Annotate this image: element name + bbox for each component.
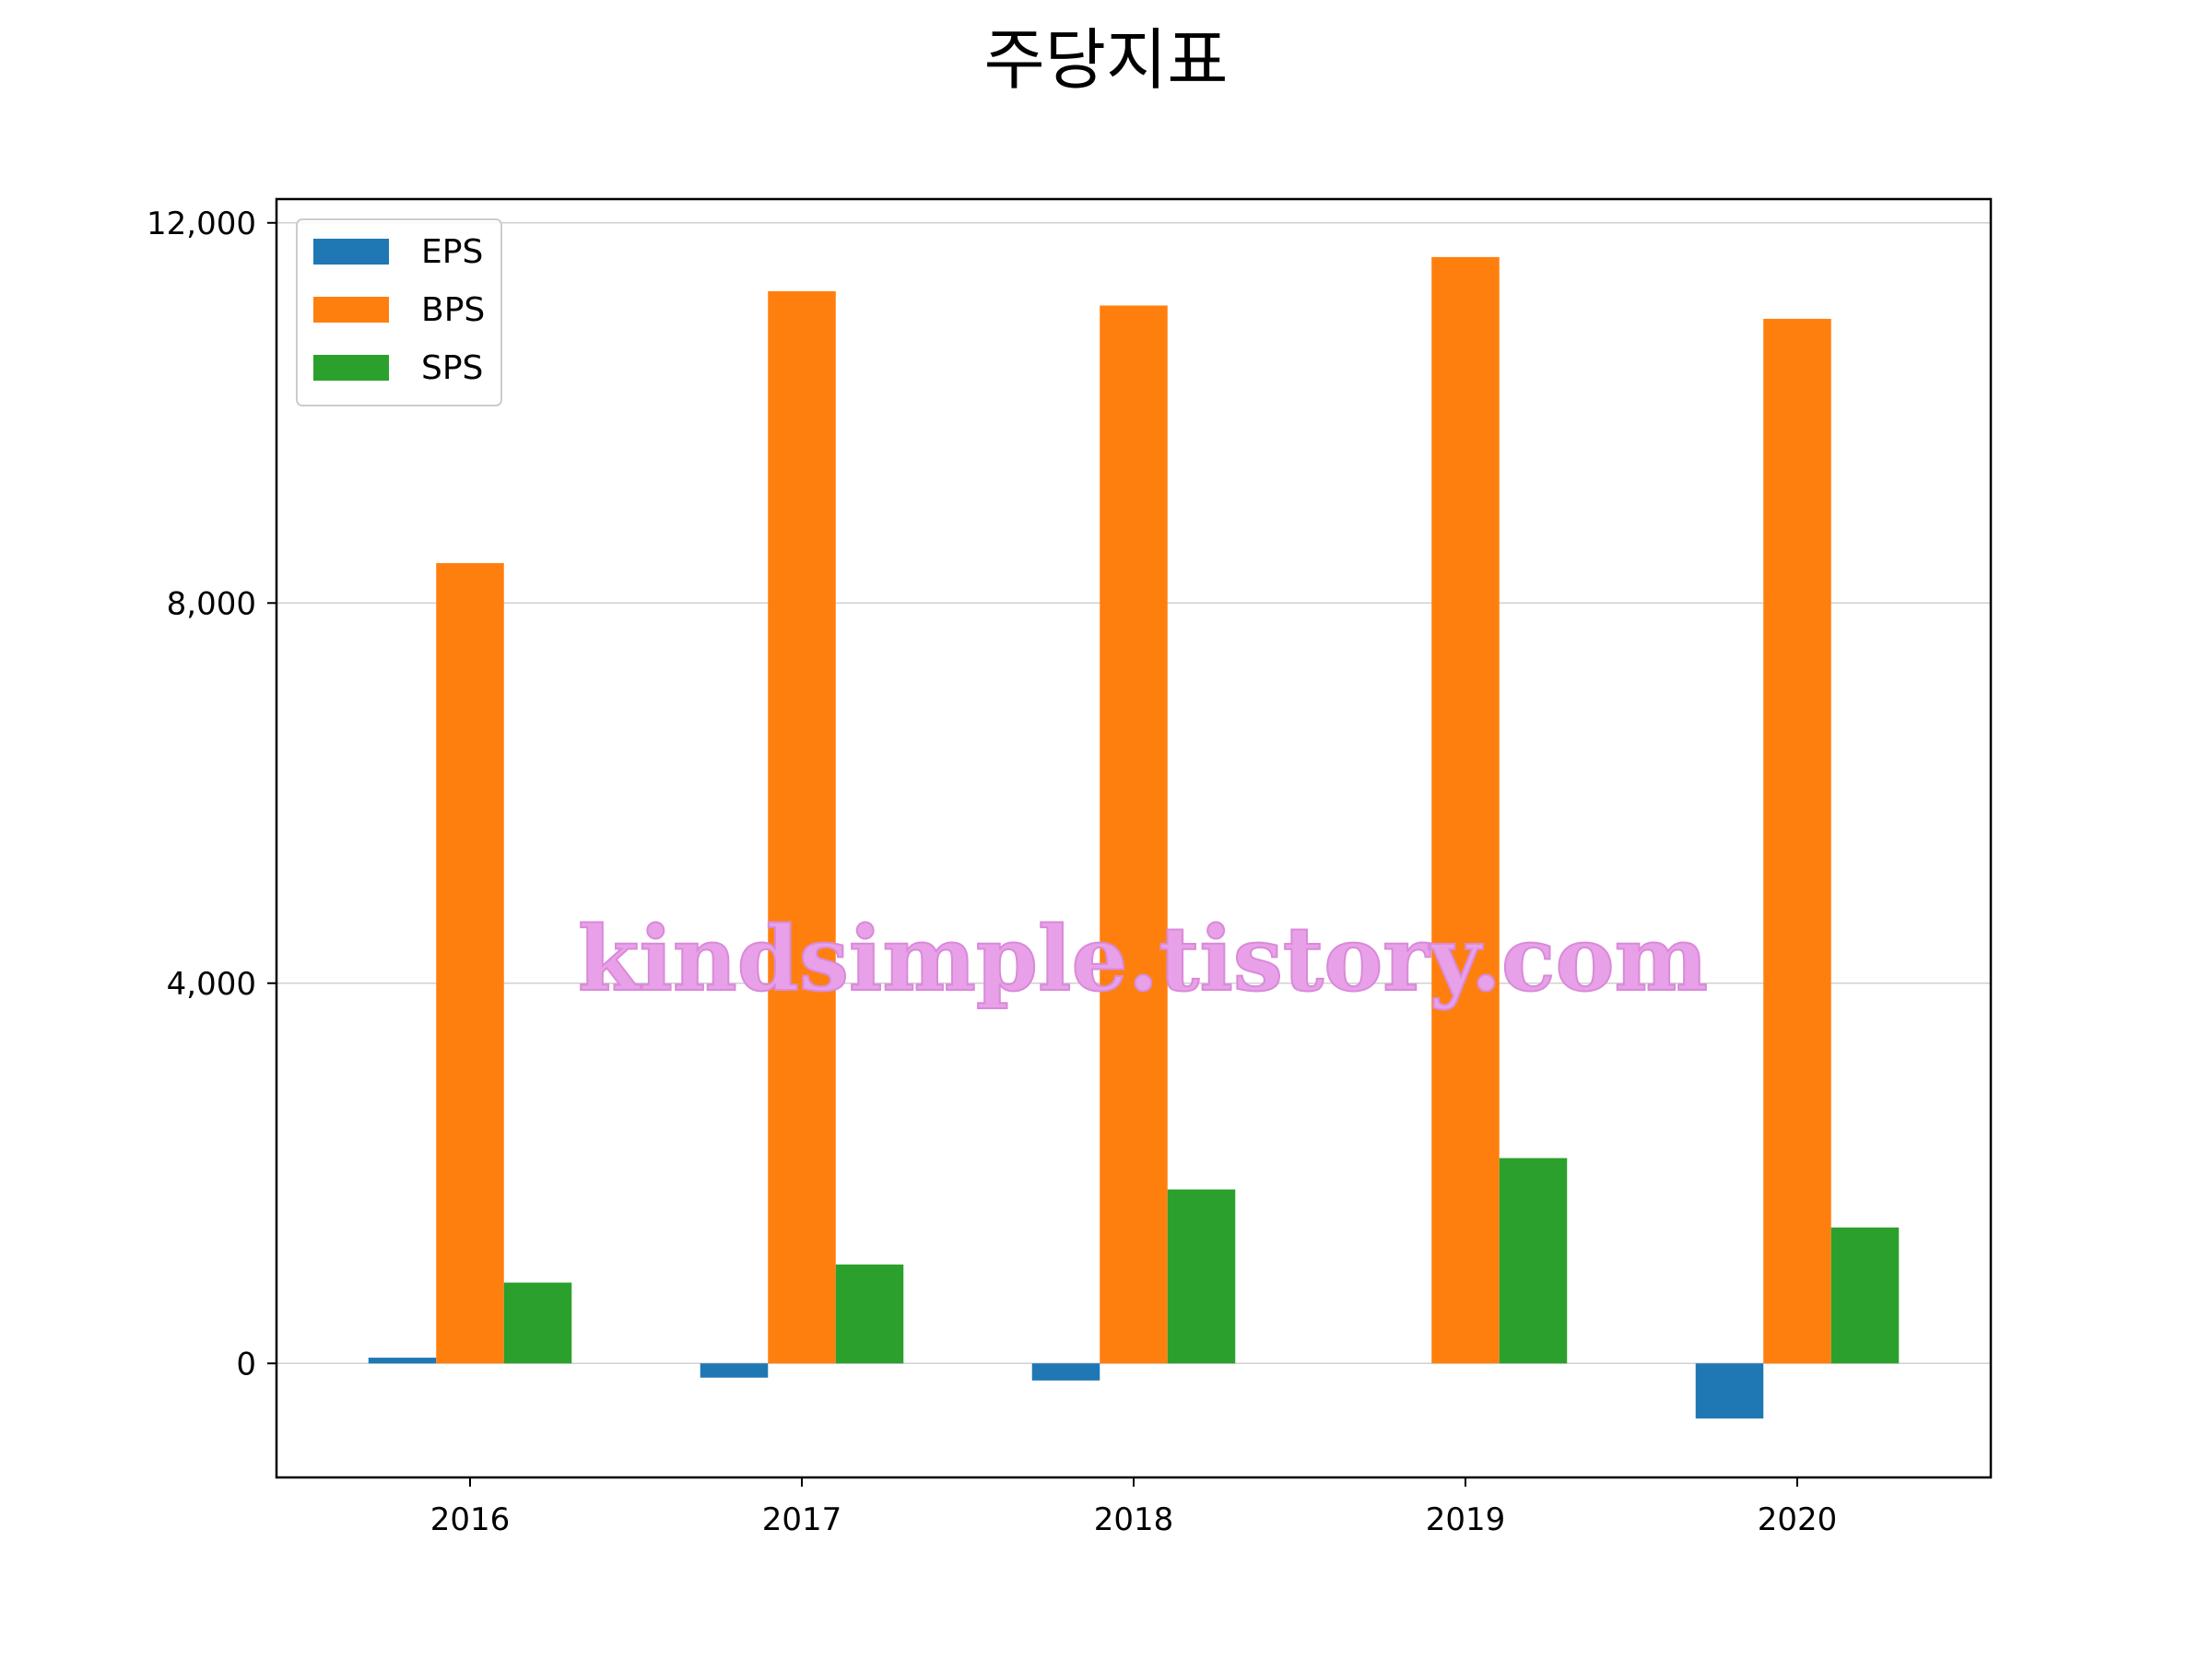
- x-tick-label: 2020: [1758, 1501, 1838, 1538]
- legend-label-sps: SPS: [421, 349, 483, 387]
- x-tick-label: 2016: [430, 1501, 511, 1538]
- bar-bps-2017: [768, 291, 836, 1364]
- legend-label-eps: EPS: [421, 233, 483, 271]
- bar-sps-2018: [1167, 1189, 1236, 1364]
- y-tick-label: 4,000: [167, 966, 256, 1003]
- x-tick-label: 2019: [1426, 1501, 1506, 1538]
- bar-eps-2020: [1695, 1363, 1764, 1419]
- legend: EPS BPS SPS: [296, 218, 502, 406]
- bar-sps-2017: [835, 1265, 904, 1364]
- legend-label-bps: BPS: [421, 291, 485, 329]
- y-tick-label: 0: [236, 1346, 256, 1382]
- watermark: kindsimple.tistory.com: [578, 907, 1708, 1011]
- legend-swatch-eps: [313, 239, 389, 265]
- bar-bps-2018: [1100, 305, 1168, 1364]
- bar-sps-2016: [503, 1282, 572, 1364]
- bar-eps-2017: [700, 1363, 769, 1378]
- bar-sps-2020: [1830, 1227, 1900, 1364]
- legend-swatch-sps: [313, 355, 389, 381]
- bars: [368, 256, 1900, 1419]
- chart-title: 주당지표: [984, 21, 1229, 99]
- bar-bps-2016: [436, 562, 504, 1364]
- y-tick-label: 12,000: [147, 206, 256, 242]
- x-tick-label: 2018: [1094, 1501, 1174, 1538]
- bar-bps-2020: [1763, 318, 1831, 1364]
- y-tick-label: 8,000: [167, 585, 256, 622]
- bar-eps-2018: [1031, 1363, 1100, 1381]
- legend-swatch-bps: [313, 297, 389, 323]
- y-axis: 0 4,000 8,000 12,000: [147, 206, 276, 1382]
- x-tick-label: 2017: [762, 1501, 842, 1538]
- bar-eps-2016: [368, 1358, 437, 1364]
- bar-sps-2019: [1499, 1158, 1568, 1364]
- x-axis: 2016 2017 2018 2019 2020: [430, 1477, 1838, 1538]
- bar-bps-2019: [1431, 256, 1500, 1364]
